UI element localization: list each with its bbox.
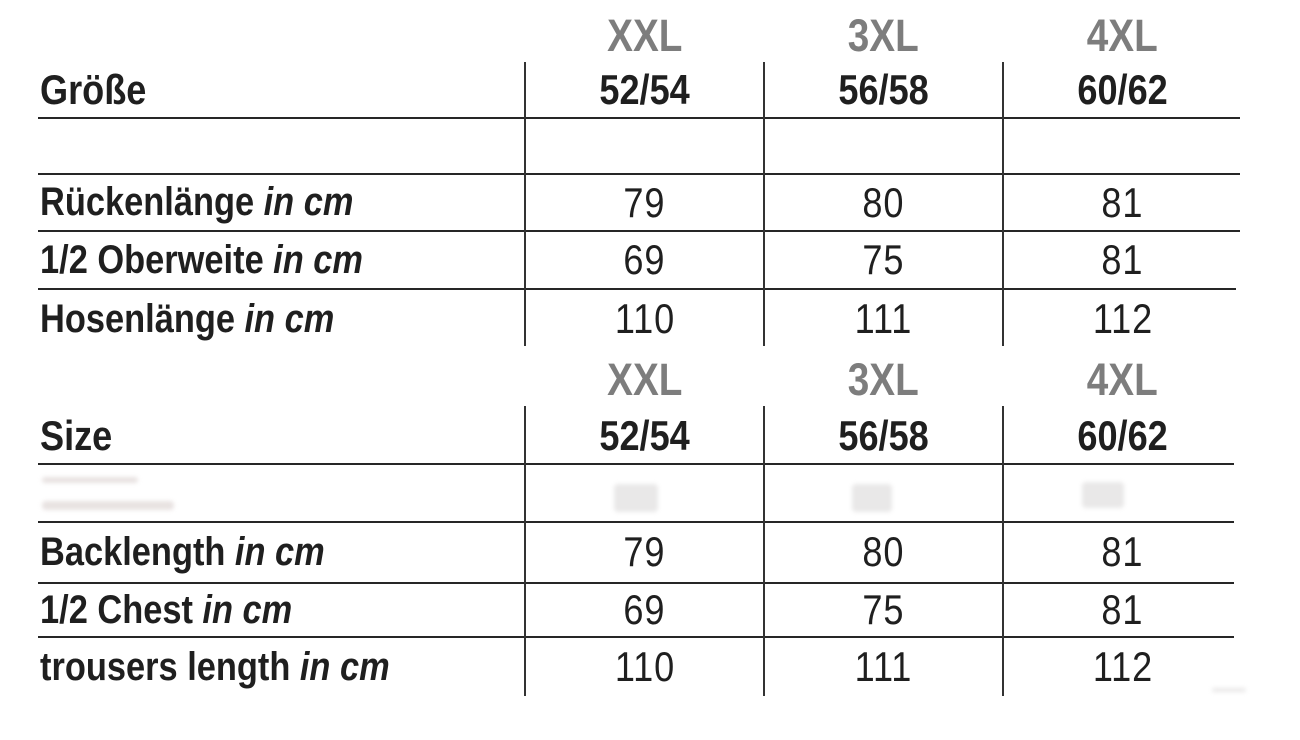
- range-header: 60/62: [1003, 64, 1242, 116]
- range-label: 60/62: [1077, 412, 1168, 459]
- corner-label: Size: [40, 410, 520, 462]
- row-unit-text: in cm: [299, 644, 390, 689]
- range-header: 56/58: [764, 64, 1003, 116]
- range-label: 52/54: [599, 66, 690, 113]
- column-separator: [1002, 62, 1004, 346]
- row-label-text: Rückenlänge: [40, 180, 255, 224]
- size-tier-header: XXL: [525, 354, 764, 406]
- measurement-cell: 69: [623, 586, 666, 633]
- size-tier-label: XXL: [606, 10, 683, 61]
- measurement-cell: 75: [862, 586, 905, 633]
- table-rule: [38, 230, 1240, 232]
- erased-text-artifact: [614, 484, 658, 512]
- row-label: Rückenlänge in cm: [40, 175, 520, 230]
- row-unit-text: in cm: [244, 296, 335, 341]
- measurement-cell: 110: [614, 643, 675, 690]
- range-header: 56/58: [764, 410, 1003, 462]
- measurement-cell: 69: [623, 236, 666, 283]
- range-header: 60/62: [1003, 410, 1242, 462]
- measurement-cell: 81: [1101, 236, 1144, 283]
- column-separator: [524, 406, 526, 696]
- row-label-text: Backlength: [40, 529, 226, 574]
- measurement-cell: 81: [1101, 528, 1144, 575]
- row-label: Backlength in cm: [40, 523, 520, 581]
- size-tier-header: 3XL: [764, 354, 1003, 406]
- size-tier-header: 3XL: [764, 8, 1003, 62]
- table-rule: [38, 582, 1234, 584]
- column-separator: [524, 62, 526, 346]
- range-label: 60/62: [1077, 66, 1168, 113]
- table-rule: [38, 463, 1234, 465]
- size-tier-label: XXL: [606, 354, 683, 405]
- erased-text-artifact: [1082, 482, 1124, 508]
- row-label: Hosenlänge in cm: [40, 290, 520, 348]
- row-unit-text: in cm: [263, 180, 354, 224]
- size-tier-label: 4XL: [1087, 354, 1158, 405]
- table-rule: [38, 288, 1236, 290]
- row-label-text: trousers length: [40, 644, 291, 689]
- range-header: 52/54: [525, 64, 764, 116]
- measurement-cell: 81: [1101, 178, 1144, 226]
- range-label: 52/54: [599, 412, 690, 459]
- size-tier-header: XXL: [525, 8, 764, 62]
- size-tier-label: 3XL: [848, 354, 919, 405]
- row-unit-text: in cm: [202, 587, 293, 632]
- size-tier-header: 4XL: [1003, 354, 1242, 406]
- measurement-cell: 111: [854, 295, 913, 342]
- row-label: 1/2 Chest in cm: [40, 584, 520, 636]
- erased-text-artifact: [42, 501, 174, 510]
- row-unit-text: in cm: [234, 529, 325, 574]
- row-label: trousers length in cm: [40, 638, 520, 696]
- row-label-text: Hosenlänge: [40, 296, 235, 341]
- measurement-cell: 80: [862, 528, 905, 575]
- corner-label-text: Größe: [40, 66, 147, 113]
- size-tier-label: 3XL: [848, 10, 919, 61]
- measurement-cell: 110: [614, 295, 675, 342]
- row-unit-text: in cm: [273, 237, 364, 282]
- column-separator: [1002, 406, 1004, 696]
- measurement-cell: 112: [1092, 643, 1153, 690]
- table-rule: [38, 117, 1240, 119]
- measurement-cell: 79: [623, 528, 666, 575]
- table-rule: [38, 173, 1240, 175]
- row-label: 1/2 Oberweite in cm: [40, 232, 520, 288]
- corner-label-text: Size: [40, 412, 113, 459]
- row-label-text: 1/2 Chest: [40, 587, 193, 632]
- size-tier-header: 4XL: [1003, 8, 1242, 62]
- range-label: 56/58: [838, 66, 929, 113]
- measurement-cell: 112: [1092, 295, 1153, 342]
- column-separator: [763, 62, 765, 346]
- range-label: 56/58: [838, 412, 929, 459]
- table-rule: [38, 521, 1234, 523]
- table-rule: [38, 636, 1234, 638]
- measurement-cell: 80: [862, 178, 905, 226]
- measurement-cell: 75: [862, 236, 905, 283]
- erased-text-artifact: [852, 484, 892, 512]
- measurement-cell: 111: [854, 643, 913, 690]
- range-header: 52/54: [525, 410, 764, 462]
- size-tier-label: 4XL: [1087, 10, 1158, 61]
- erased-text-artifact: [1212, 688, 1246, 692]
- column-separator: [763, 406, 765, 696]
- measurement-cell: 81: [1101, 586, 1144, 633]
- row-label-text: 1/2 Oberweite: [40, 237, 264, 282]
- corner-label: Größe: [40, 64, 520, 116]
- erased-text-artifact: [42, 477, 138, 483]
- measurement-cell: 79: [623, 178, 666, 226]
